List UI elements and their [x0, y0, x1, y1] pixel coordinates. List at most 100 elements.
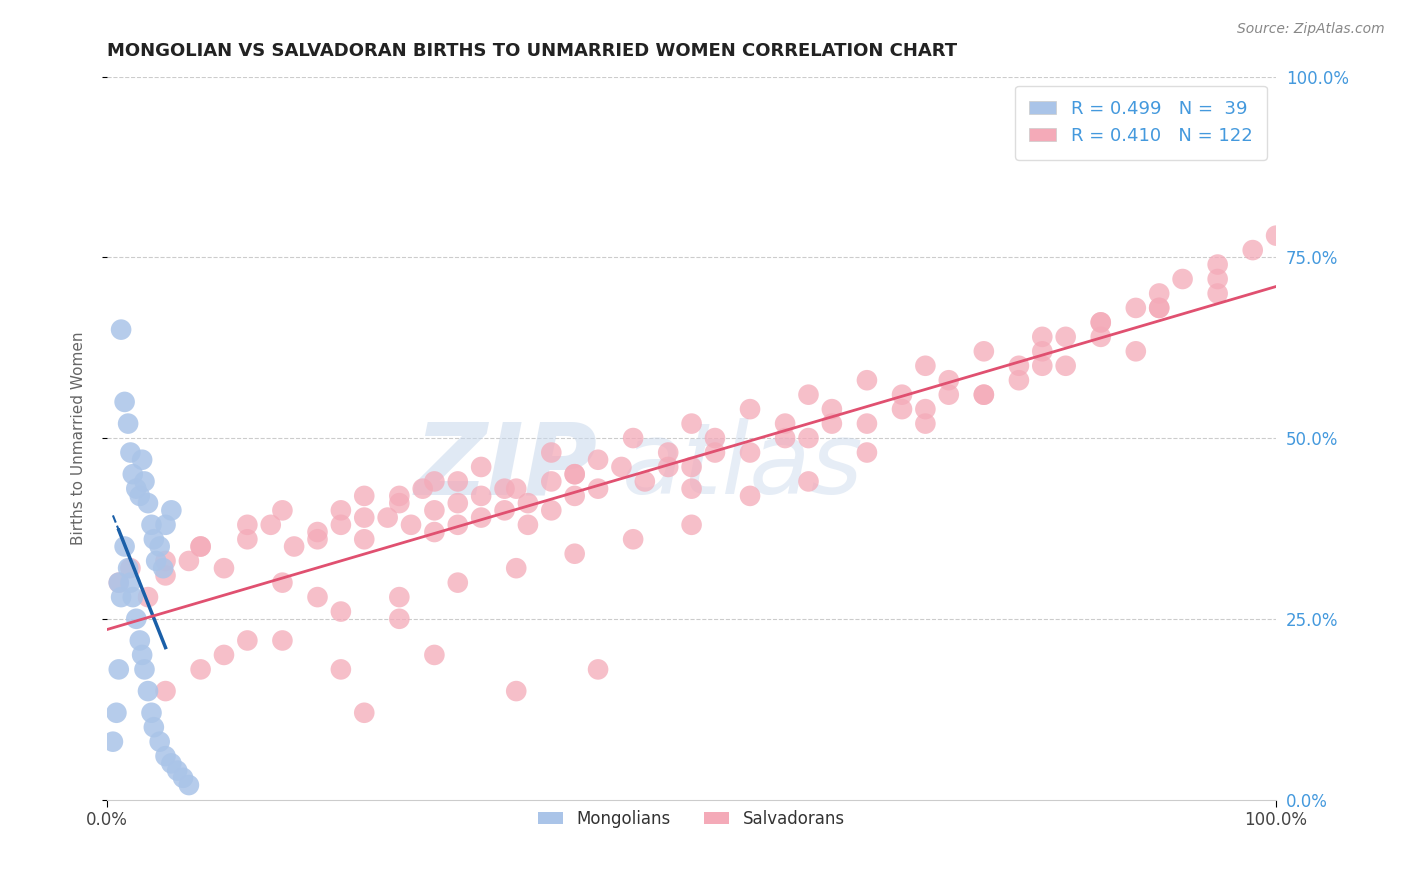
Point: [423, 648, 446, 662]
Point: [704, 431, 727, 445]
Point: [149, 734, 172, 748]
Point: [505, 561, 527, 575]
Point: [399, 517, 422, 532]
Point: [141, 517, 163, 532]
Point: [1147, 286, 1170, 301]
Point: [973, 387, 995, 401]
Point: [155, 684, 177, 698]
Point: [856, 373, 879, 387]
Point: [564, 547, 586, 561]
Legend: Mongolians, Salvadorans: Mongolians, Salvadorans: [531, 803, 852, 835]
Point: [564, 467, 586, 482]
Point: [470, 510, 492, 524]
Point: [821, 417, 844, 431]
Point: [149, 540, 172, 554]
Point: [105, 706, 128, 720]
Point: [377, 510, 399, 524]
Point: [120, 575, 142, 590]
Point: [973, 344, 995, 359]
Point: [128, 633, 150, 648]
Point: [1241, 243, 1264, 257]
Point: [856, 417, 879, 431]
Point: [271, 633, 294, 648]
Point: [307, 590, 329, 604]
Point: [423, 524, 446, 539]
Point: [1206, 286, 1229, 301]
Point: [704, 445, 727, 459]
Point: [1265, 228, 1288, 243]
Point: [155, 568, 177, 582]
Point: [564, 489, 586, 503]
Point: [1054, 330, 1077, 344]
Point: [329, 662, 352, 676]
Point: [107, 575, 129, 590]
Point: [423, 475, 446, 489]
Point: [681, 460, 703, 475]
Point: [388, 612, 411, 626]
Point: [236, 633, 259, 648]
Point: [610, 460, 633, 475]
Point: [131, 648, 153, 662]
Point: [388, 590, 411, 604]
Point: [1031, 330, 1053, 344]
Point: [155, 517, 177, 532]
Point: [271, 503, 294, 517]
Point: [938, 373, 960, 387]
Point: [329, 503, 352, 517]
Point: [107, 662, 129, 676]
Point: [447, 496, 470, 510]
Point: [212, 648, 235, 662]
Point: [470, 460, 492, 475]
Point: [121, 590, 143, 604]
Point: [114, 395, 136, 409]
Point: [160, 756, 183, 771]
Point: [110, 323, 132, 337]
Point: [540, 475, 562, 489]
Text: ZIP: ZIP: [415, 418, 598, 516]
Text: Source: ZipAtlas.com: Source: ZipAtlas.com: [1237, 22, 1385, 37]
Point: [470, 489, 492, 503]
Point: [738, 445, 761, 459]
Point: [797, 475, 820, 489]
Point: [1090, 315, 1112, 329]
Point: [1171, 272, 1194, 286]
Point: [621, 431, 644, 445]
Point: [423, 503, 446, 517]
Point: [125, 612, 148, 626]
Point: [914, 359, 936, 373]
Point: [1206, 258, 1229, 272]
Point: [145, 554, 167, 568]
Point: [505, 482, 527, 496]
Point: [540, 445, 562, 459]
Point: [271, 575, 294, 590]
Point: [125, 482, 148, 496]
Point: [586, 662, 609, 676]
Point: [388, 496, 411, 510]
Point: [121, 467, 143, 482]
Point: [738, 489, 761, 503]
Point: [388, 489, 411, 503]
Point: [260, 517, 283, 532]
Point: [142, 720, 165, 734]
Point: [114, 540, 136, 554]
Point: [160, 503, 183, 517]
Point: [821, 402, 844, 417]
Point: [681, 482, 703, 496]
Point: [516, 496, 538, 510]
Point: [134, 662, 156, 676]
Point: [773, 431, 796, 445]
Point: [329, 605, 352, 619]
Point: [155, 554, 177, 568]
Point: [797, 431, 820, 445]
Point: [117, 561, 139, 575]
Point: [773, 417, 796, 431]
Point: [1125, 301, 1147, 315]
Point: [914, 402, 936, 417]
Point: [564, 467, 586, 482]
Point: [634, 475, 657, 489]
Point: [447, 517, 470, 532]
Point: [1147, 301, 1170, 315]
Point: [107, 575, 129, 590]
Point: [236, 517, 259, 532]
Y-axis label: Births to Unmarried Women: Births to Unmarried Women: [72, 331, 86, 545]
